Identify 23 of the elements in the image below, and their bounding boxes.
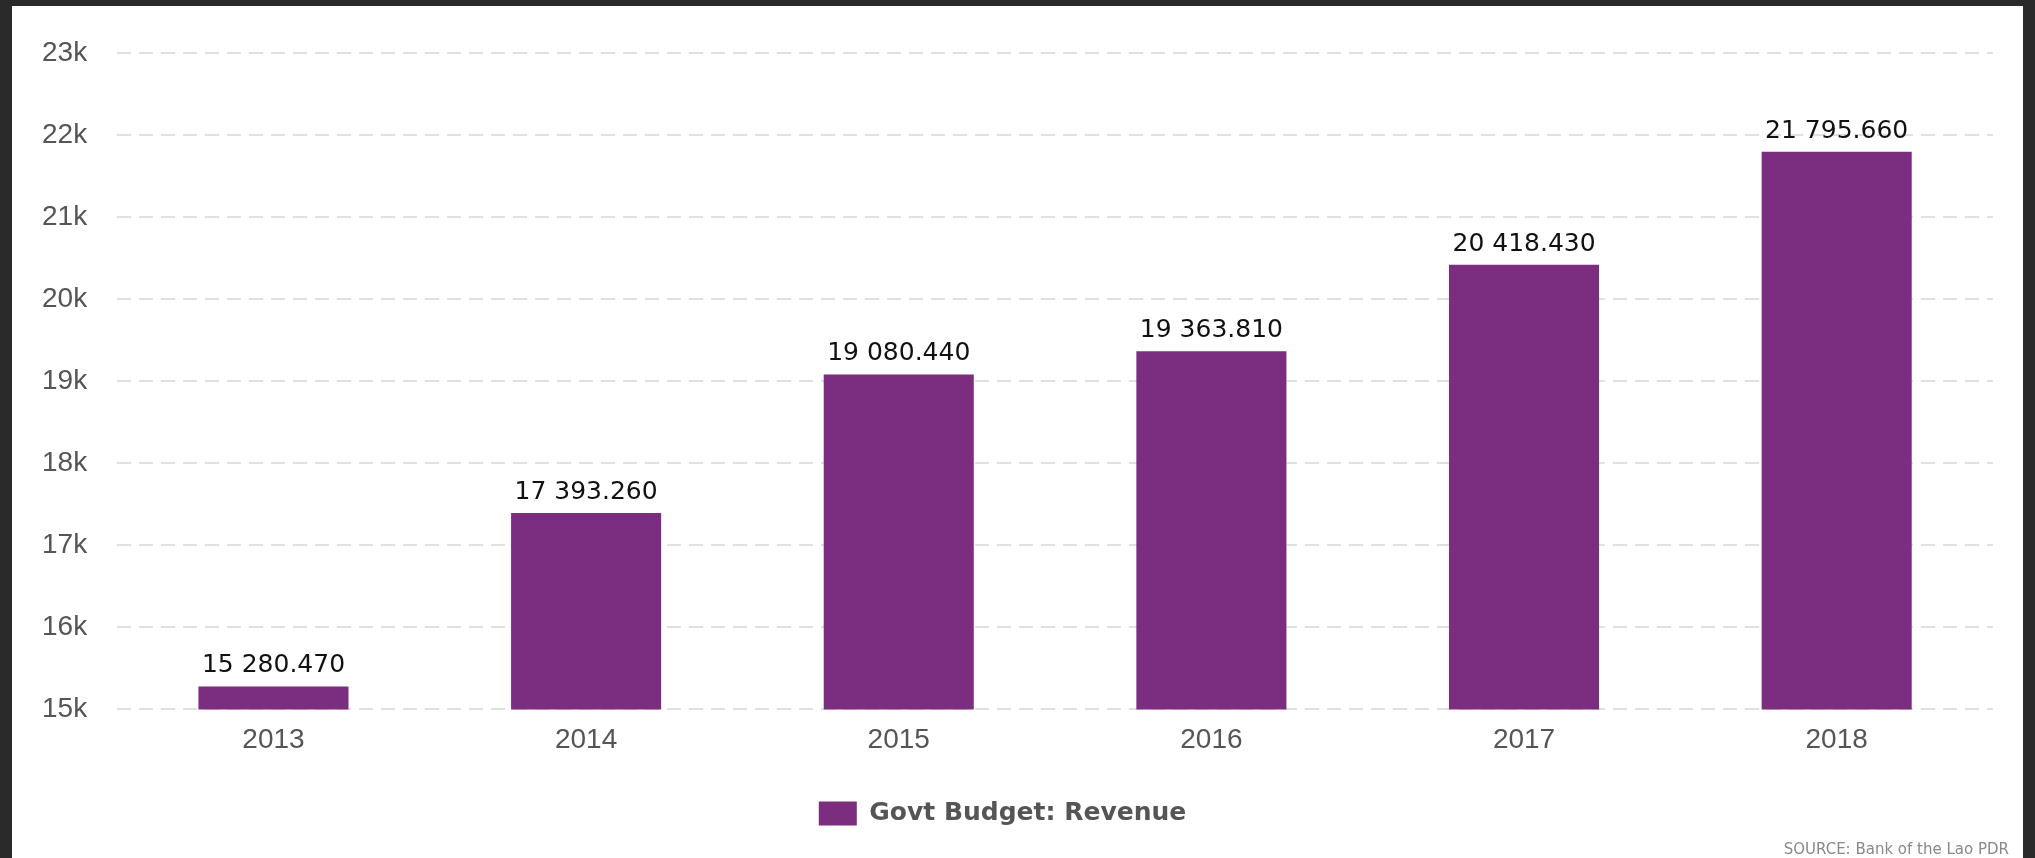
y-tick-label: 17k	[41, 527, 89, 559]
y-tick-label: 18k	[41, 445, 89, 477]
y-tick-label: 15k	[41, 692, 89, 724]
data-label: 19 363.810	[1139, 314, 1283, 344]
y-tick-label: 22k	[41, 117, 89, 149]
data-label: 19 080.440	[827, 337, 971, 367]
y-tick-label: 16k	[41, 610, 89, 642]
y-tick-label: 21k	[41, 199, 89, 231]
y-tick-label: 19k	[41, 363, 89, 395]
x-tick-label: 2017	[1492, 722, 1556, 754]
y-tick-label: 23k	[41, 35, 89, 67]
x-tick-label: 2013	[242, 722, 305, 754]
data-label: 20 418.430	[1452, 227, 1596, 257]
x-tick-label: 2018	[1805, 722, 1868, 754]
legend-label: Govt Budget: Revenue	[869, 797, 1187, 826]
x-tick-label: 2015	[867, 722, 930, 754]
x-tick-label: 2016	[1180, 722, 1243, 754]
y-tick-label: 20k	[41, 281, 89, 313]
data-label: 15 280.470	[201, 649, 346, 679]
data-label: 17 393.260	[514, 475, 658, 505]
source-note: SOURCE: Bank of the Lao PDR	[1783, 840, 2009, 858]
data-label: 21 795.660	[1765, 114, 1909, 144]
x-tick-label: 2014	[554, 722, 618, 754]
